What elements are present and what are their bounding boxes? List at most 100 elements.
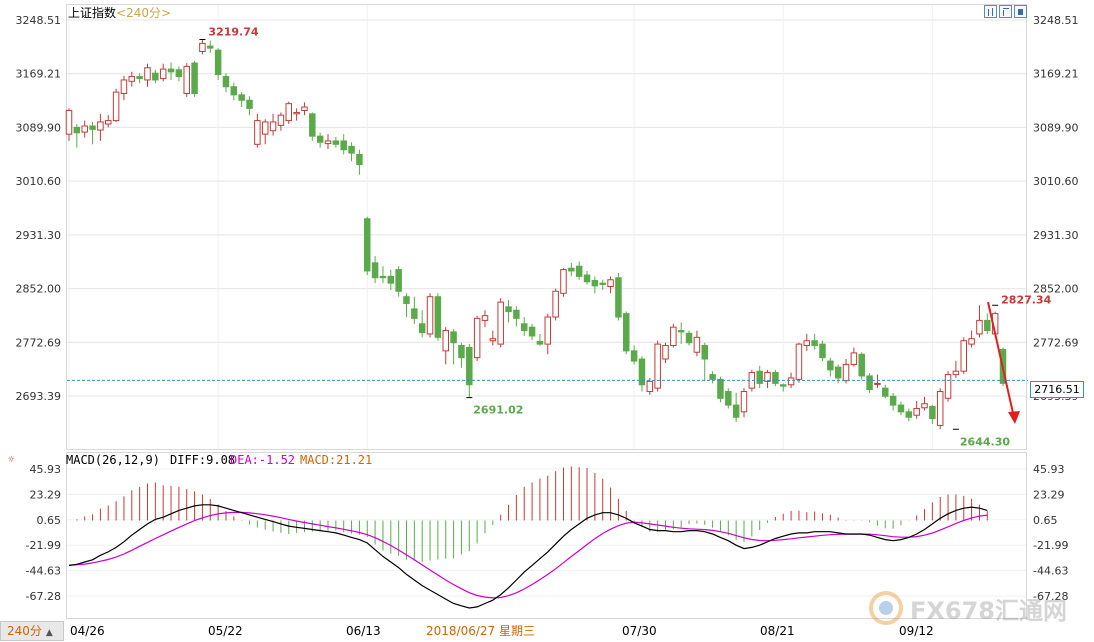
candle-up [913,407,920,416]
price-tick-left: 2931.30 [16,229,62,242]
price-tick-left: 3089.90 [16,121,62,134]
window-icon[interactable] [999,5,1012,18]
candle-up [968,338,975,345]
candle-down [395,269,402,292]
candle-up [159,68,167,80]
candle-up [646,380,654,393]
price-tick-right: 3169.21 [1033,68,1079,81]
candle-up [426,296,434,335]
candle-down [701,344,708,360]
candle-up [81,125,88,133]
candle-up [254,120,261,145]
candle-down [536,340,544,345]
candle-up [473,317,481,359]
candle-down [246,99,253,109]
candle-up [199,42,206,53]
candle-down [772,372,779,384]
macd-tick-right: 23.29 [1033,488,1065,501]
extreme-label: 2644.30 [960,435,1010,448]
candle-up [662,344,669,360]
candle-down [387,275,395,284]
period-label[interactable]: <240分> [116,6,172,20]
candle-down [811,340,818,346]
candle-down [677,330,685,333]
candle-up [552,290,559,318]
candle-down [222,76,230,88]
candle-down [332,140,340,145]
price-panel-frame [66,4,1027,450]
price-tick-left: 2852.00 [16,283,62,296]
candle-down [513,309,520,319]
candle-up [693,336,701,353]
candle-up [944,374,952,399]
macd-tick-right: 0.65 [1033,514,1058,527]
candle-down [889,395,897,406]
panel-icon[interactable] [1014,5,1027,18]
current-price-box: 2716.51 [1030,381,1084,398]
candle-down [520,323,528,332]
watermark: FX678汇通网 [868,590,1067,626]
candle-down [905,411,913,418]
candle-up [803,340,811,346]
candle-down [136,76,143,80]
candle-up [740,391,748,413]
candle-up [285,103,293,122]
candle-up [850,352,858,365]
price-tick-right: 3010.60 [1033,175,1079,188]
candle-up [481,315,489,321]
price-tick-right: 3089.90 [1033,121,1079,134]
macd-tick-right: 45.93 [1033,463,1065,476]
candle-up [65,109,73,135]
candle-up [787,377,795,386]
candle-down [418,323,426,334]
candle-up [293,111,300,115]
price-tick-right: 2852.00 [1033,283,1079,296]
candle-down [191,62,198,94]
price-tick-left: 3010.60 [16,175,62,188]
price-tick-left: 2772.69 [16,336,62,349]
price-tick-right: 2772.69 [1033,336,1079,349]
candle-down [897,404,905,413]
candle-up [269,121,277,132]
macd-tick-left: -44.63 [26,565,61,578]
crosshair-date-label: 2018/06/27 星期三 [426,624,535,638]
candle-down [89,125,96,130]
candle-up [112,91,120,122]
candle-down [615,277,622,318]
date-tick-label: 09/12 [899,624,934,638]
candle-down [466,346,473,386]
period-button[interactable]: 240分 ▲ [0,621,64,641]
candle-up [936,391,944,426]
macd-value: MACD:21.21 [300,453,373,467]
candle-down [167,68,175,73]
macd-tick-right: -44.63 [1033,565,1068,578]
candle-down [638,358,646,386]
candle-down [779,384,787,387]
candle-up [960,340,968,372]
settings-sun-icon[interactable]: ☼ [8,453,15,466]
extreme-label: 2827.34 [1001,293,1051,306]
candle-down [685,332,693,344]
candle-down [434,296,442,338]
candle-down [709,374,716,380]
candle-up [301,106,308,111]
candle-up [764,372,771,382]
candle-down [340,140,347,151]
candle-up [670,326,677,346]
candle-down [316,135,324,143]
candle-up [560,269,567,294]
candle-up [544,316,552,345]
price-tick-right: 3248.51 [1033,14,1079,27]
bar-view-icon[interactable] [984,5,997,18]
candle-down [214,49,222,76]
macd-tick-left: -21.99 [26,539,61,552]
trend-arrowhead [1008,411,1020,424]
grid [67,5,1026,597]
date-tick-label: 06/13 [346,624,381,638]
candle-up [104,120,112,125]
macd-tick-left: 45.93 [30,463,62,476]
candle-up [842,363,850,382]
candle-down [717,378,724,399]
candle-down [450,331,457,344]
candle-down [858,353,865,377]
